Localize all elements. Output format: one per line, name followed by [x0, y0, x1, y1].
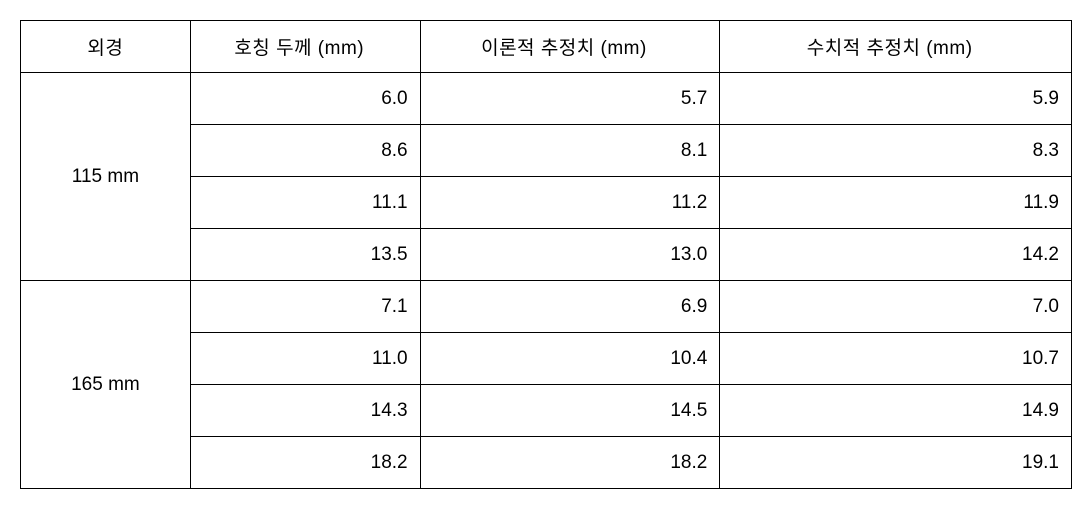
numerical-cell: 8.3: [720, 125, 1072, 177]
theoretical-cell: 5.7: [420, 73, 720, 125]
numerical-cell: 14.2: [720, 229, 1072, 281]
numerical-cell: 10.7: [720, 333, 1072, 385]
numerical-cell: 7.0: [720, 281, 1072, 333]
numerical-cell: 11.9: [720, 177, 1072, 229]
nominal-cell: 18.2: [190, 437, 420, 489]
header-numerical: 수치적 추정치 (mm): [720, 21, 1072, 73]
nominal-cell: 11.0: [190, 333, 420, 385]
numerical-cell: 5.9: [720, 73, 1072, 125]
table-header-row: 외경 호칭 두께 (mm) 이론적 추정치 (mm) 수치적 추정치 (mm): [21, 21, 1072, 73]
table-row: 165 mm 7.1 6.9 7.0: [21, 281, 1072, 333]
theoretical-cell: 11.2: [420, 177, 720, 229]
nominal-cell: 14.3: [190, 385, 420, 437]
theoretical-cell: 13.0: [420, 229, 720, 281]
nominal-cell: 8.6: [190, 125, 420, 177]
nominal-cell: 7.1: [190, 281, 420, 333]
numerical-cell: 14.9: [720, 385, 1072, 437]
numerical-cell: 19.1: [720, 437, 1072, 489]
theoretical-cell: 8.1: [420, 125, 720, 177]
table-row: 115 mm 6.0 5.7 5.9: [21, 73, 1072, 125]
data-table: 외경 호칭 두께 (mm) 이론적 추정치 (mm) 수치적 추정치 (mm) …: [20, 20, 1072, 489]
header-diameter: 외경: [21, 21, 191, 73]
nominal-cell: 6.0: [190, 73, 420, 125]
theoretical-cell: 18.2: [420, 437, 720, 489]
theoretical-cell: 10.4: [420, 333, 720, 385]
nominal-cell: 13.5: [190, 229, 420, 281]
header-theoretical: 이론적 추정치 (mm): [420, 21, 720, 73]
header-nominal: 호칭 두께 (mm): [190, 21, 420, 73]
theoretical-cell: 14.5: [420, 385, 720, 437]
diameter-cell: 165 mm: [21, 281, 191, 489]
diameter-cell: 115 mm: [21, 73, 191, 281]
nominal-cell: 11.1: [190, 177, 420, 229]
theoretical-cell: 6.9: [420, 281, 720, 333]
